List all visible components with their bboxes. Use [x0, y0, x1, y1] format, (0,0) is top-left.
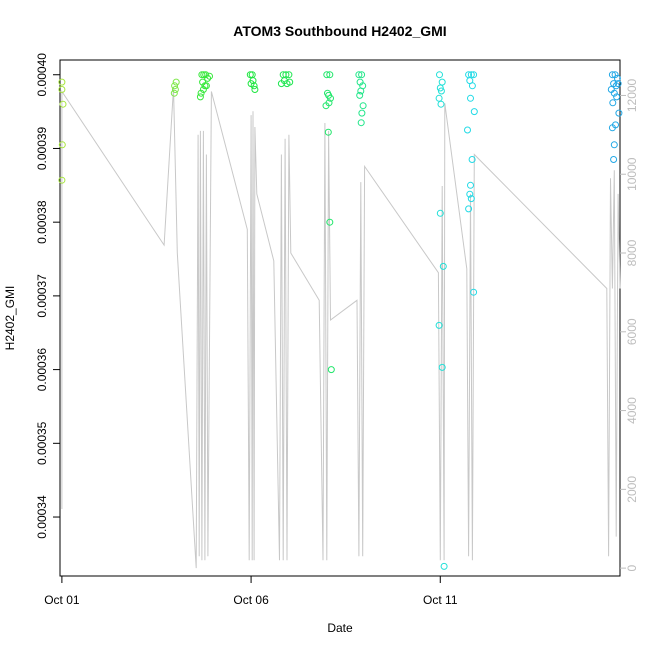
line-series-group [61, 87, 621, 569]
data-point [355, 71, 363, 79]
data-point [357, 119, 365, 127]
y-tick-label: 0.00037 [35, 274, 49, 318]
data-point [608, 71, 616, 79]
y2-tick-label: 12000 [625, 78, 639, 112]
y2-tick-label: 8000 [625, 239, 639, 266]
data-point [286, 78, 294, 86]
data-point [198, 71, 206, 79]
data-point [614, 80, 622, 88]
data-point [170, 89, 178, 97]
data-point [436, 84, 444, 92]
data-point [206, 72, 213, 80]
data-point [436, 209, 444, 217]
data-point [467, 181, 474, 189]
data-point [613, 74, 621, 82]
points-group [58, 71, 623, 570]
data-point [438, 363, 446, 371]
y-tick-label: 0.00036 [35, 348, 49, 392]
data-point [609, 99, 617, 107]
x-axis-label: Date [327, 621, 353, 635]
data-point [468, 156, 476, 163]
data-point [470, 108, 478, 116]
data-point [358, 71, 366, 79]
y2-tick-label: 4000 [625, 397, 639, 424]
data-point [199, 86, 207, 93]
data-point [359, 102, 367, 110]
data-point [467, 195, 475, 203]
data-point [171, 82, 179, 90]
y-axis-left: 0.00034 0.00035 0.00036 0.00037 0.00038 0.000… [35, 53, 60, 539]
data-point [466, 190, 474, 198]
y-tick-label: 0.00039 [35, 126, 49, 170]
data-point [358, 109, 366, 117]
data-point [610, 141, 618, 149]
data-point [440, 562, 448, 570]
data-point [470, 71, 478, 79]
x-tick-label: Oct 06 [233, 593, 269, 607]
y2-tick-label: 2000 [625, 476, 639, 503]
data-point [277, 80, 285, 88]
data-point [202, 71, 210, 79]
data-point [326, 218, 334, 226]
line-series [61, 87, 621, 569]
data-point [439, 262, 447, 270]
data-point [470, 288, 478, 296]
data-point [196, 93, 204, 101]
data-point [204, 74, 212, 82]
x-tick-label: Oct 11 [423, 593, 458, 607]
plot-frame [59, 59, 621, 577]
y2-tick-label: 6000 [625, 318, 639, 345]
data-point [197, 89, 205, 97]
data-point [171, 86, 179, 93]
y-tick-label: 0.00035 [35, 421, 49, 465]
y2-tick-label: 0 [625, 564, 639, 571]
data-point [199, 78, 207, 86]
data-point [250, 82, 258, 90]
y-tick-label: 0.00034 [35, 495, 49, 539]
data-point [464, 126, 471, 134]
data-point [468, 82, 476, 90]
y-axis-label: H2402_GMI [3, 286, 17, 351]
data-point [58, 86, 66, 93]
data-point [327, 94, 334, 102]
data-point [58, 176, 66, 184]
data-point [246, 71, 254, 79]
y-tick-label: 0.00038 [35, 200, 49, 244]
data-point [326, 71, 334, 79]
data-point [613, 93, 621, 101]
y-tick-label: 0.00040 [35, 53, 49, 97]
data-point [356, 91, 364, 99]
data-point [612, 82, 620, 90]
data-point [437, 100, 445, 108]
data-point [58, 141, 66, 149]
chart-title: ATOM3 Southbound H2402_GMI [233, 23, 446, 39]
y2-tick-label: 10000 [625, 157, 639, 191]
data-point [324, 128, 332, 136]
data-point [285, 71, 293, 79]
data-point [437, 87, 445, 95]
data-point [438, 78, 446, 86]
data-point [435, 94, 443, 102]
data-point [610, 156, 618, 163]
data-point [436, 71, 443, 79]
data-point [610, 89, 618, 97]
data-point [325, 99, 333, 107]
data-point [58, 78, 66, 86]
data-point [608, 124, 616, 132]
data-point [172, 78, 180, 86]
data-point [251, 86, 259, 93]
data-point [59, 100, 67, 108]
data-point [357, 87, 365, 95]
data-point [611, 71, 619, 79]
x-tick-label: Oct 01 [44, 593, 80, 607]
data-point [327, 366, 335, 374]
x-axis: Oct 01 Oct 06 Oct 11 [44, 575, 458, 607]
data-point [465, 205, 473, 213]
data-point [323, 71, 331, 79]
data-point [467, 94, 474, 102]
data-point [435, 321, 443, 329]
data-point [615, 109, 623, 117]
y-axis-right: 0 2000 4000 6000 8000 10000 12000 [620, 78, 639, 571]
